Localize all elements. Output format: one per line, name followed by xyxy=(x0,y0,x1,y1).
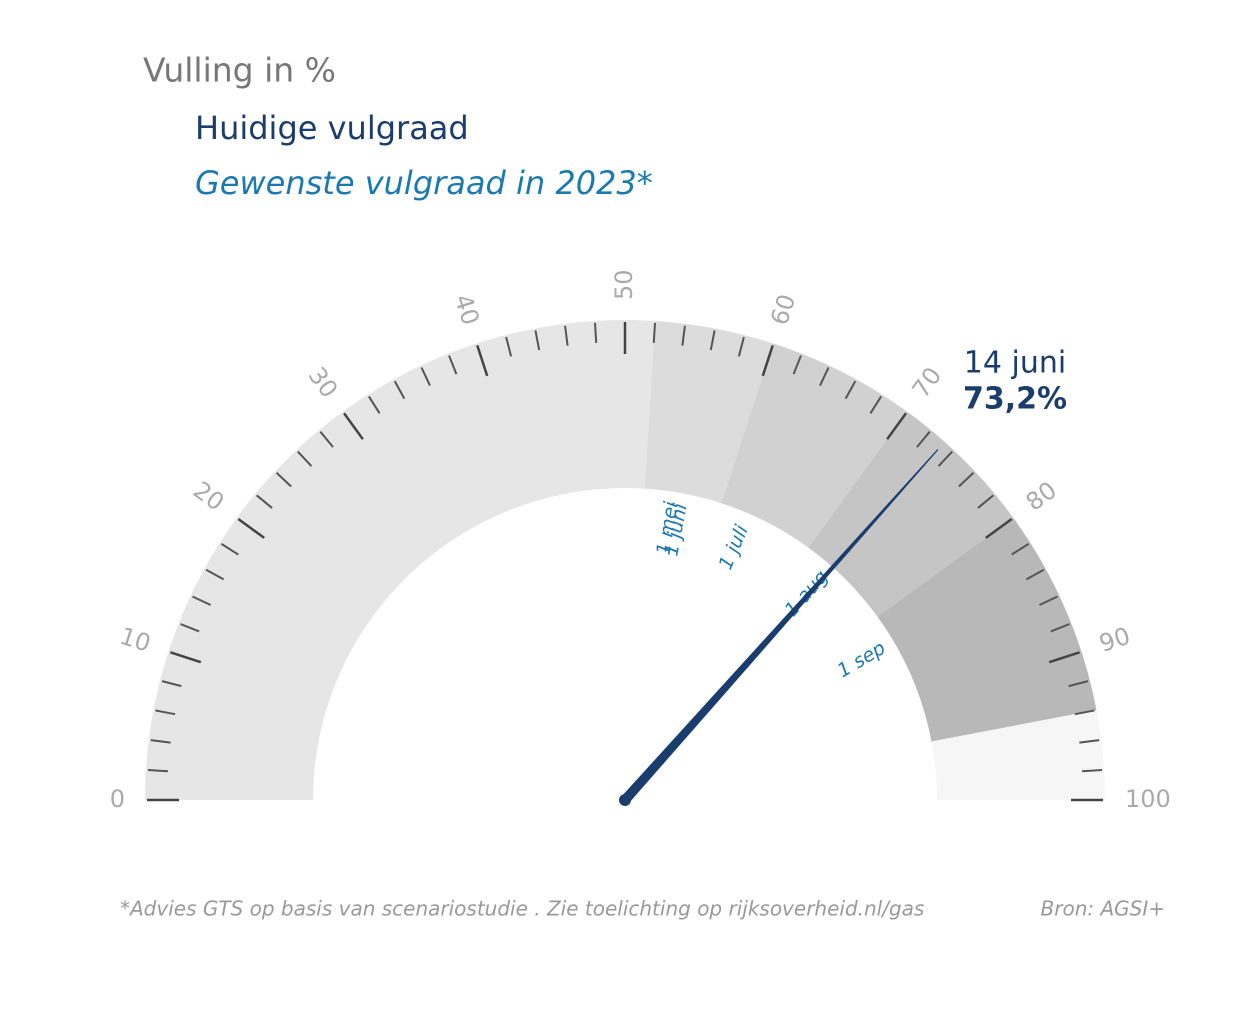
gauge-band xyxy=(145,319,656,800)
tick-mark xyxy=(886,412,907,440)
tick-mark xyxy=(220,543,239,556)
gauge-band xyxy=(808,411,1014,617)
tick-mark xyxy=(819,367,830,387)
tick-mark xyxy=(297,450,313,467)
tick-mark xyxy=(709,330,716,351)
gauge-band xyxy=(877,517,1097,742)
tick-mark xyxy=(170,651,202,664)
tick-mark xyxy=(237,518,265,539)
tick-mark xyxy=(448,355,458,375)
legend-entry: Huidige vulgraad xyxy=(195,109,469,147)
tick-mark xyxy=(476,345,489,377)
tick-mark xyxy=(1079,739,1100,744)
tick-label: 0 xyxy=(110,785,125,813)
tick-mark xyxy=(393,380,406,400)
gauge-band xyxy=(931,710,1105,800)
tick-mark xyxy=(681,325,686,346)
tick-mark xyxy=(564,325,569,346)
tick-mark xyxy=(192,595,212,606)
tick-mark xyxy=(958,472,975,488)
tick-mark xyxy=(256,494,273,509)
tick-mark xyxy=(869,395,882,414)
tick-mark xyxy=(1025,568,1045,581)
tick-mark xyxy=(1082,768,1103,773)
value-date: 14 juni xyxy=(964,346,1066,381)
tick-mark xyxy=(761,345,774,377)
gauge-band xyxy=(644,320,774,504)
tick-mark xyxy=(792,355,802,375)
tick-mark xyxy=(916,431,931,448)
tick-mark xyxy=(343,412,364,440)
tick-mark xyxy=(161,680,182,688)
tick-mark xyxy=(1074,709,1095,716)
tick-mark xyxy=(985,518,1013,539)
source: Bron: AGSI+ xyxy=(1041,897,1165,921)
tick-mark xyxy=(593,322,598,343)
tick-label: 50 xyxy=(610,269,638,300)
needle-hub xyxy=(619,794,631,806)
gauge-band xyxy=(721,343,908,548)
tick-mark xyxy=(147,768,168,773)
tick-mark xyxy=(737,336,745,357)
legend-entry: Gewenste vulgraad in 2023* xyxy=(195,164,653,202)
tick-mark xyxy=(275,472,292,488)
tick-mark xyxy=(937,450,953,467)
tick-mark xyxy=(1038,595,1058,606)
tick-label: 100 xyxy=(1125,785,1171,813)
tick-mark xyxy=(368,395,381,414)
tick-mark xyxy=(319,431,334,448)
tick-mark xyxy=(534,330,541,351)
tick-mark xyxy=(505,336,513,357)
value-label: 73,2% xyxy=(963,382,1067,417)
tick-mark xyxy=(1048,651,1080,664)
tick-mark xyxy=(150,739,171,744)
tick-mark xyxy=(1050,623,1070,633)
tick-mark xyxy=(844,380,857,400)
footnote: *Advies GTS op basis van scenariostudie … xyxy=(120,897,924,921)
tick-mark xyxy=(205,568,225,581)
tick-mark xyxy=(180,623,200,633)
tick-mark xyxy=(1068,680,1089,688)
tick-mark xyxy=(652,322,657,343)
tick-mark xyxy=(1011,543,1030,556)
chart-title: Vulling in % xyxy=(143,51,336,90)
needle xyxy=(621,449,939,804)
tick-mark xyxy=(977,494,994,509)
tick-mark xyxy=(420,367,431,387)
tick-mark xyxy=(155,709,176,716)
